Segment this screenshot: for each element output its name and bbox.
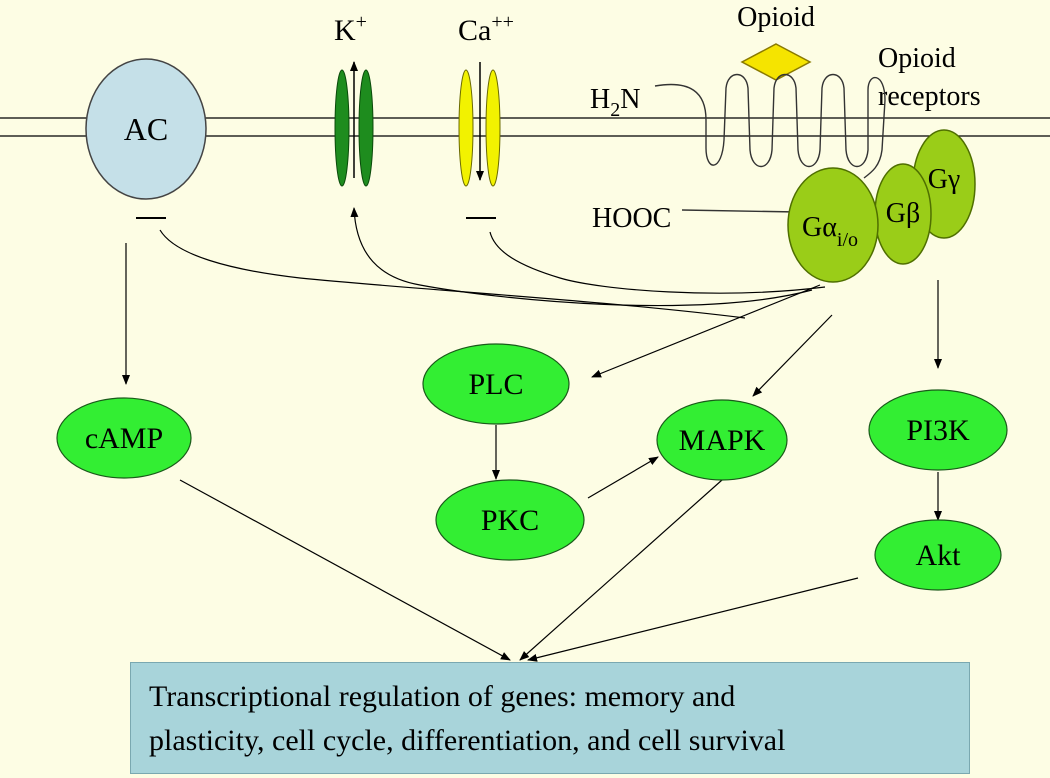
ac-inhibition-curve (159, 229, 746, 319)
pi3k-label: PI3K (906, 414, 970, 447)
receptors-label-line1: Opioid (878, 43, 956, 74)
k-label: K (334, 14, 356, 47)
transcription-text-line2: plasticity, cell cycle, differentiation,… (149, 724, 786, 757)
akt-label: Akt (916, 539, 962, 572)
mapk-node (656, 399, 788, 481)
k-activation-curve (350, 207, 813, 307)
hooc-label: HOOC (592, 203, 671, 234)
pkc-to-mapk-arrow (587, 456, 659, 499)
transcription-regulation-box: Transcriptional regulation of genes: mem… (130, 662, 970, 774)
pkc-node (435, 479, 585, 561)
opioid-receptor-chain (654, 73, 886, 179)
galpha-to-mapk-arrow (752, 314, 833, 397)
mapk-label: MAPK (679, 424, 766, 457)
h2n-terminus-label: H2N (590, 84, 640, 121)
akt-node (874, 519, 1002, 591)
k-ion-label: K+ (334, 11, 367, 47)
ca-inhibition-curve (489, 231, 826, 294)
k-channel-left-subunit (334, 69, 350, 187)
ca-channel (458, 62, 501, 187)
pi3k-node (868, 389, 1008, 471)
h2n-n: N (620, 84, 640, 115)
hooc-tail-line (681, 209, 799, 213)
g-alpha-subunit (787, 167, 879, 283)
g-alpha-subscript: i/o (837, 229, 858, 251)
h2n-h: H (590, 84, 610, 115)
k-superscript: + (356, 11, 367, 33)
g-gamma-label: Gγ (928, 164, 961, 195)
galpha-to-plc-arrow (591, 284, 821, 378)
camp-node (56, 397, 192, 479)
plc-label: PLC (468, 368, 523, 401)
g-beta-label: Gβ (886, 198, 920, 229)
opioid-label: Opioid (737, 2, 815, 33)
ca-channel-right-subunit (485, 69, 501, 187)
g-alpha-label: Gαi/o (802, 212, 858, 251)
akt-to-transcription-arrow (527, 577, 859, 662)
plc-node (422, 343, 570, 425)
ca-channel-left-subunit (458, 69, 474, 187)
h2n-subscript: 2 (610, 99, 620, 121)
g-alpha-text: Gα (802, 212, 837, 243)
ac-enzyme (85, 58, 207, 200)
camp-to-transcription-arrow (179, 479, 511, 661)
pkc-label: PKC (481, 504, 539, 537)
mapk-to-transcription-arrow (519, 479, 723, 661)
ca-superscript: ++ (491, 11, 514, 33)
camp-label: cAMP (85, 422, 163, 455)
ca-label: Ca (458, 14, 491, 47)
ac-label: AC (124, 111, 168, 147)
k-channel-right-subunit (358, 69, 374, 187)
k-channel (334, 61, 374, 187)
receptors-label-line2: receptors (878, 81, 981, 112)
opioid-ligand-diamond (740, 43, 812, 81)
transcription-text-line1: Transcriptional regulation of genes: mem… (149, 680, 736, 713)
ca-ion-label: Ca++ (458, 11, 514, 47)
